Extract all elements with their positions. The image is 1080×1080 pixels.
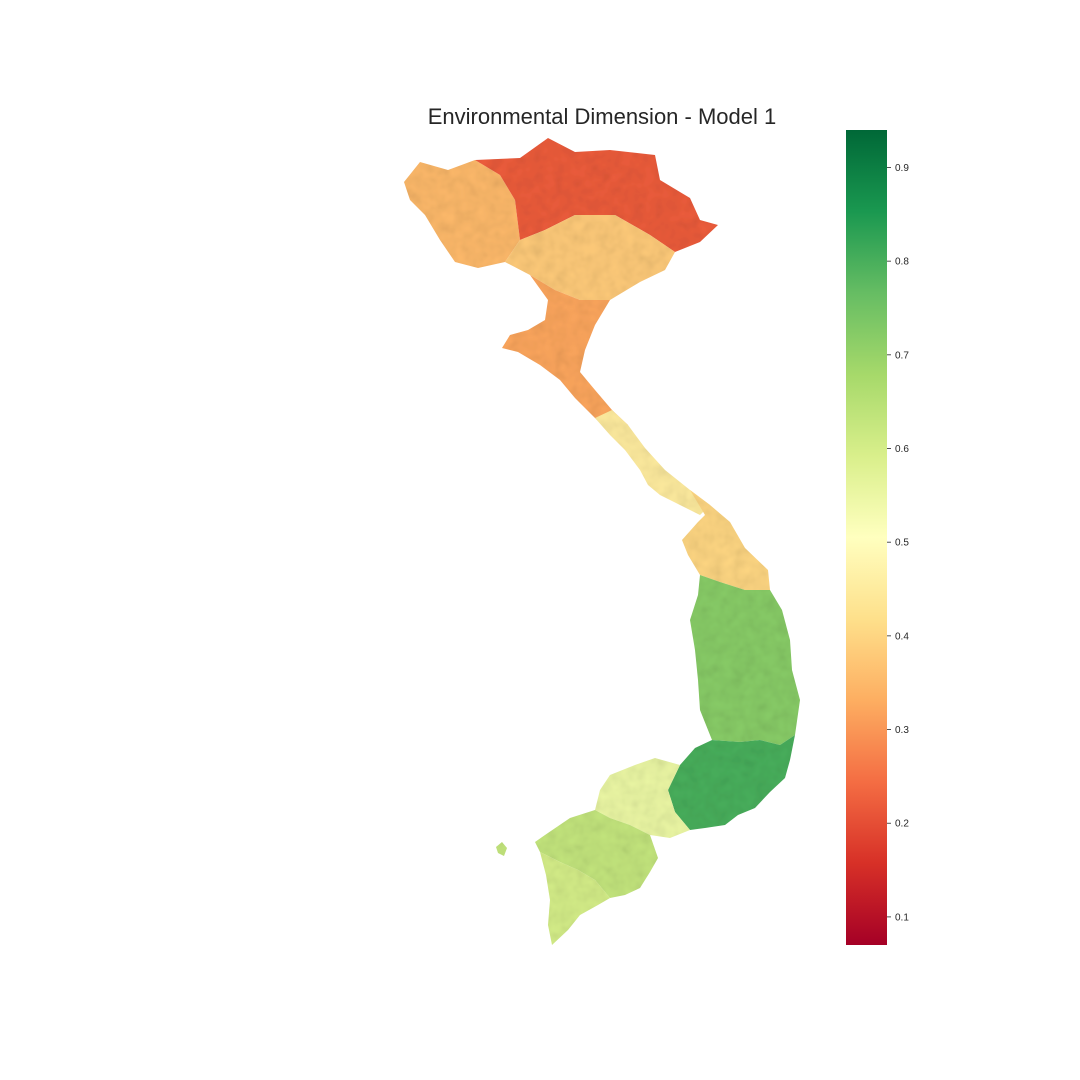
colorbar: 0.1 0.2 0.3 0.4 0.5 0.6 0.7 0.8 0.9 [846,130,909,945]
vietnam-map [404,138,800,945]
northwest-highlands [404,160,520,268]
colorbar-tick-label: 0.4 [895,631,909,642]
map-title: Environmental Dimension - Model 1 [428,104,777,129]
phu-quoc-island [496,842,507,856]
central-highlands [690,575,800,745]
ca-mau-peninsula [540,852,610,945]
red-river-delta [505,215,675,300]
north-central-coast [502,275,628,435]
colorbar-ticks: 0.1 0.2 0.3 0.4 0.5 0.6 0.7 0.8 0.9 [887,163,909,923]
colorbar-tick-label: 0.7 [895,350,909,361]
colorbar-gradient [846,130,887,945]
southeast-coast [668,735,795,830]
colorbar-tick-label: 0.6 [895,444,909,455]
colorbar-tick-label: 0.2 [895,819,909,830]
colorbar-tick-label: 0.8 [895,257,909,268]
central-narrow-strip [595,410,710,515]
colorbar-tick-label: 0.5 [895,538,909,549]
colorbar-tick-label: 0.3 [895,725,909,736]
southeast-lowlands [595,758,690,838]
colorbar-tick-label: 0.9 [895,163,909,174]
northeast-mountains [475,138,718,252]
mekong-delta [535,810,658,898]
central-coast-south [682,490,770,590]
colorbar-tick-label: 0.1 [895,912,909,923]
